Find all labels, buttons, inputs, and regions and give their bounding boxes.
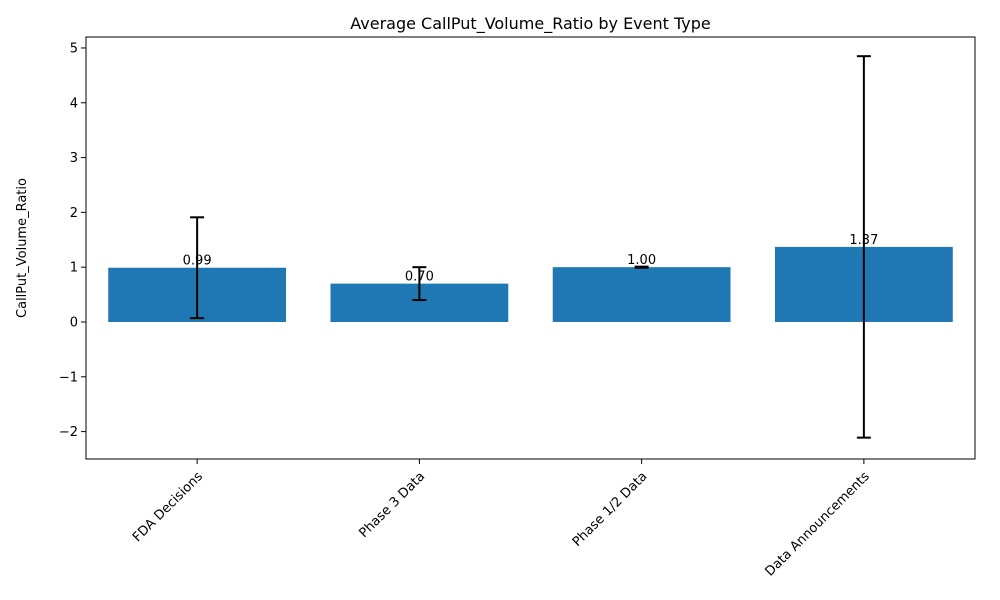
- x-tick-label: Phase 1/2 Data: [570, 469, 651, 550]
- y-tick-label: −1: [59, 370, 78, 385]
- x-tick-label: Data Announcements: [762, 469, 872, 579]
- plot-area: 0.99 FDA Decisions 0.70 Phase 3 Data 1.00 Pha…: [59, 36, 976, 579]
- bar-value-label: 0.70: [405, 270, 434, 285]
- bar-value-label: 0.99: [183, 254, 212, 269]
- bar: [552, 267, 731, 322]
- y-tick-label: 1: [70, 261, 78, 276]
- y-tick-label: 3: [70, 151, 78, 166]
- y-tick-label: −2: [59, 425, 78, 440]
- chart-title: Average CallPut_Volume_Ratio by Event Ty…: [350, 14, 711, 34]
- x-tick-label: FDA Decisions: [130, 469, 206, 545]
- axes-frame: [85, 36, 976, 460]
- y-tick-label: 2: [70, 206, 78, 221]
- x-tick-label: Phase 3 Data: [356, 469, 428, 541]
- y-tick-label: 4: [70, 96, 78, 111]
- y-tick-label: 5: [70, 41, 78, 56]
- bar-value-label: 1.00: [627, 253, 656, 268]
- y-axis-title: CallPut_Volume_Ratio: [15, 178, 30, 318]
- y-tick-label: 0: [70, 315, 78, 330]
- bar-value-label: 1.37: [849, 233, 878, 248]
